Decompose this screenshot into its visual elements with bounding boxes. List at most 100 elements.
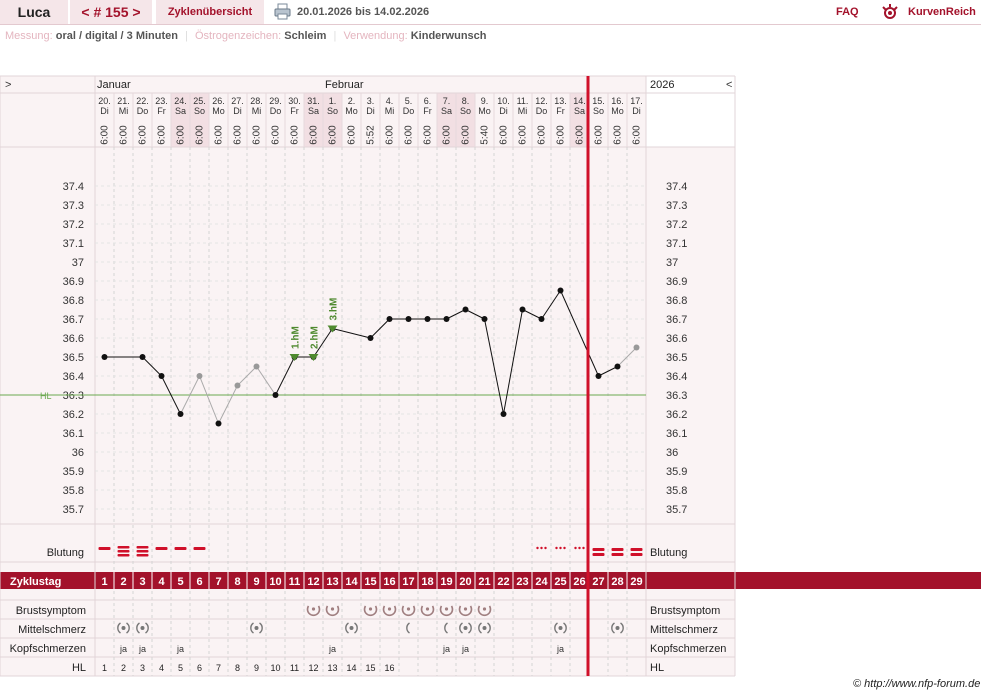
day-weekday: Di	[366, 106, 375, 116]
temperature-point	[253, 363, 260, 370]
breast-symptom-icon	[325, 605, 340, 617]
day-date: 6.	[424, 96, 432, 106]
y-tick-left: 37.1	[63, 238, 84, 250]
temperature-line-segment	[218, 385, 238, 424]
day-weekday: Di	[100, 106, 109, 116]
zyklustag-number: 9	[253, 576, 259, 588]
day-date: 2.	[348, 96, 356, 106]
temperature-line-segment	[142, 356, 162, 377]
mittelschmerz-icon	[259, 622, 263, 634]
breast-symptom-icon	[458, 605, 473, 617]
y-tick-right: 36.1	[666, 428, 687, 440]
bleeding-medium-mark	[592, 553, 605, 556]
day-time: 6:00	[290, 125, 301, 145]
temperature-line-segment	[522, 309, 542, 320]
hl-number: 16	[384, 663, 394, 673]
y-tick-right: 37.2	[666, 219, 687, 231]
y-tick-right: 36	[666, 447, 678, 459]
temperature-line-segment	[256, 366, 276, 396]
y-tick-left: 36.4	[63, 371, 84, 383]
kurvenreich-logo-icon[interactable]	[880, 2, 900, 22]
mittelschmerz-icon	[345, 622, 349, 634]
temperature-point	[367, 335, 374, 341]
cycle-nav[interactable]: < # 155 >	[70, 0, 152, 24]
kopfschmerzen-value: ja	[119, 644, 127, 654]
day-time: 6:00	[461, 125, 472, 145]
zyklustag-number: 5	[177, 576, 183, 588]
day-weekday: Mi	[119, 106, 129, 116]
zyklustag-number: 17	[402, 576, 414, 588]
weekend-column	[304, 93, 323, 147]
temperature-point	[405, 316, 412, 322]
temperature-line-segment	[503, 309, 523, 415]
hl-label-right: HL	[650, 662, 664, 674]
day-time: 6:00	[157, 125, 168, 145]
breast-symptom-dot	[463, 607, 468, 611]
zyklustag-number: 13	[326, 576, 338, 588]
day-date: 10.	[497, 96, 510, 106]
y-tick-right: 36.5	[666, 352, 687, 364]
hl-number: 15	[365, 663, 375, 673]
day-time: 6:00	[214, 125, 225, 145]
cycle-overview-link[interactable]: Zyklenübersicht	[156, 0, 264, 24]
higher-marker-label: 1.hM	[291, 326, 302, 349]
day-weekday: Fr	[290, 106, 299, 116]
kopfschmerzen-value: ja	[138, 644, 146, 654]
breast-symptom-icon	[306, 605, 321, 617]
nav-next-arrow: <	[726, 79, 732, 91]
zyklustag-number: 28	[611, 576, 623, 588]
day-date: 7.	[443, 96, 451, 106]
day-weekday: Di	[632, 106, 641, 116]
mittelschmerz-icon	[468, 622, 472, 634]
day-date: 3.	[367, 96, 375, 106]
bleeding-medium-mark	[630, 548, 643, 551]
temperature-point	[481, 316, 488, 322]
bleeding-heavy-mark	[117, 546, 130, 549]
weekend-column	[171, 93, 190, 147]
messung-value: oral / digital / 3 Minuten	[55, 30, 178, 42]
day-time: 6:00	[575, 125, 586, 145]
weekend-column	[323, 93, 342, 147]
printer-icon[interactable]	[274, 3, 291, 20]
temperature-line-segment	[617, 347, 637, 367]
top-bar: Luca < # 155 > Zyklenübersicht 20.01.202…	[0, 0, 981, 25]
temperature-line-segment	[237, 366, 257, 386]
day-time: 6:00	[499, 125, 510, 145]
temperature-line-segment	[275, 356, 295, 396]
day-date: 9.	[481, 96, 489, 106]
temperature-point	[177, 411, 184, 417]
y-tick-right: 35.7	[666, 504, 687, 516]
temperature-point	[272, 392, 279, 398]
y-tick-left: 36.7	[63, 314, 84, 326]
y-tick-right: 35.8	[666, 485, 687, 497]
kopf-label-right: Kopfschmerzen	[650, 643, 726, 655]
day-time: 6:00	[594, 125, 605, 145]
day-time: 6:00	[385, 125, 396, 145]
temperature-point	[595, 373, 602, 379]
day-date: 26.	[212, 96, 225, 106]
user-name: Luca	[0, 0, 68, 24]
breast-symptom-icon	[439, 605, 454, 617]
mittel-label-right: Mittelschmerz	[650, 624, 718, 636]
y-tick-left: 35.7	[63, 504, 84, 516]
zyklustag-number: 26	[573, 576, 585, 588]
verwendung-value: Kinderwunsch	[410, 30, 487, 42]
y-tick-left: 35.9	[63, 466, 84, 478]
temperature-point	[158, 373, 165, 379]
kopfschmerzen-value: ja	[461, 644, 469, 654]
weekend-column	[570, 93, 589, 147]
faq-link[interactable]: FAQ	[836, 6, 859, 18]
year-label: 2026	[650, 79, 674, 91]
y-tick-right: 37.4	[666, 181, 687, 193]
mittelschmerz-half-icon	[406, 622, 410, 634]
zyklustag-number: 10	[269, 576, 281, 588]
mittelschmerz-half-icon	[444, 622, 448, 634]
hl-number: 7	[216, 663, 221, 673]
temperature-point	[519, 306, 526, 313]
brand-name[interactable]: KurvenReich	[908, 6, 976, 18]
day-weekday: So	[460, 106, 471, 116]
copyright: © http://www.nfp-forum.de	[853, 678, 981, 690]
mittelschmerz-dot	[615, 626, 620, 630]
mittelschmerz-dot	[254, 626, 259, 630]
day-time: 6:00	[556, 125, 567, 145]
